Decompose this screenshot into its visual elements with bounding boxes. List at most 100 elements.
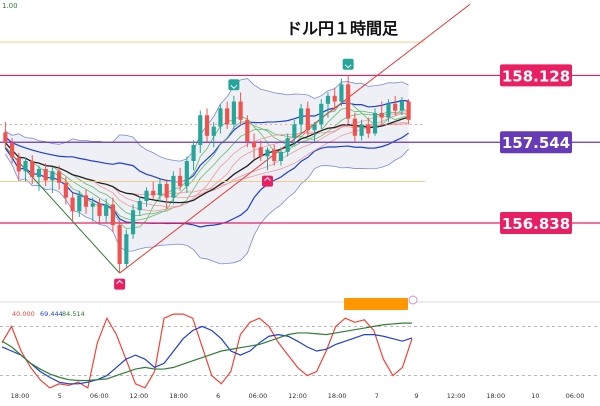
candle-body — [97, 203, 102, 216]
candle-body — [157, 183, 163, 196]
candle-body — [366, 124, 371, 134]
candle-body — [406, 101, 411, 120]
candle-body — [231, 101, 236, 125]
candle-body — [9, 142, 15, 158]
x-tick-label: 18:00 — [328, 392, 347, 400]
candle-body — [238, 101, 243, 120]
x-tick-label: 06:00 — [248, 392, 267, 400]
candle-body — [251, 141, 257, 148]
candle-body — [77, 195, 82, 212]
high-label-box — [500, 64, 572, 87]
x-tick-label: 5 — [58, 392, 62, 400]
candle-body — [299, 108, 304, 125]
candle-body — [245, 119, 250, 142]
high-label-text: 158.128 — [502, 67, 570, 85]
candle-body — [319, 103, 324, 125]
partial-price-badge — [344, 295, 418, 310]
candle-body — [386, 103, 391, 118]
pivot-markers — [114, 58, 354, 290]
candle-body — [63, 182, 68, 198]
time-axis: 18:00 5 06:00 12:00 18:00 6 06:00 12:00 18:00 7 9 1… — [11, 392, 585, 400]
candle-body — [130, 210, 136, 235]
candle-body — [70, 197, 75, 212]
current-label-box — [500, 131, 572, 154]
x-tick-label: 06:00 — [90, 392, 109, 400]
x-tick-label: 10 — [531, 392, 539, 400]
candle-body — [30, 161, 35, 178]
candle-body — [305, 108, 310, 131]
current-price-label: 157.544 — [500, 131, 572, 154]
candle-body — [198, 115, 203, 145]
low-label-text: 156.838 — [502, 215, 570, 233]
low-pivot-marker-arrow-icon — [116, 279, 123, 284]
x-tick-label: 18:00 — [486, 392, 505, 400]
candle-body — [211, 126, 216, 136]
candle-body — [258, 147, 263, 157]
x-tick-label: 9 — [414, 392, 418, 400]
candle-body — [124, 234, 129, 264]
moving-average-ribbon — [4, 100, 409, 230]
ma-center-line — [4, 116, 409, 204]
lightning-icon — [408, 295, 418, 305]
candle-body — [285, 138, 290, 152]
x-tick-label: 12:00 — [288, 392, 307, 400]
current-label-text: 157.544 — [502, 134, 570, 152]
candle-body — [36, 169, 42, 178]
candle-body — [218, 108, 223, 127]
candle-body — [379, 112, 384, 118]
candle-body — [346, 84, 351, 119]
oscillator-line-0 — [1, 313, 413, 389]
x-tick-label: 12:00 — [447, 392, 466, 400]
candle-body — [104, 204, 109, 216]
low-pivot-marker — [114, 278, 126, 290]
candle-body — [265, 149, 270, 157]
candlesticks — [3, 3, 471, 274]
x-tick-label: 18:00 — [169, 392, 188, 400]
candle-body — [43, 169, 48, 181]
x-tick-label: 6 — [216, 392, 220, 400]
x-tick-label: 12:00 — [130, 392, 149, 400]
candle-body — [332, 95, 337, 102]
oscillator-line-1 — [1, 325, 413, 385]
candle-body — [278, 151, 284, 162]
low-pivot-marker-arrow-icon — [264, 176, 271, 182]
price-labels: 158.128 157.544 156.838 — [500, 64, 572, 235]
x-tick-label: 06:00 — [566, 392, 585, 400]
partial-price-badge-box — [344, 298, 408, 310]
corner-value: 1.00 — [2, 2, 18, 10]
candle-body — [204, 115, 210, 136]
candle-body — [372, 112, 378, 134]
oscillator-value-1: 69.444 — [40, 310, 63, 318]
chart-title: ドル円１時間足 — [286, 19, 399, 38]
candle-body — [312, 124, 317, 131]
high-pivot-marker — [342, 58, 354, 70]
candle-body — [110, 204, 115, 226]
oscillator-value-0: 40.000 — [12, 310, 35, 318]
high-pivot-marker-arrow-icon — [230, 84, 238, 90]
oscillator-pane: 40.000 69.444 84.514 — [0, 295, 600, 389]
candle-body — [191, 144, 196, 162]
candle-body — [359, 124, 364, 136]
candle-body — [171, 175, 176, 198]
candle-body — [399, 101, 405, 111]
x-tick-label: 18:00 — [11, 392, 30, 400]
high-price-label: 158.128 — [500, 64, 572, 87]
candle-body — [178, 175, 183, 187]
candle-body — [393, 103, 398, 111]
candle-body — [90, 203, 95, 207]
candle-body — [292, 124, 297, 139]
low-price-label: 156.838 — [500, 212, 572, 235]
candle-body — [83, 195, 89, 207]
oscillator-line-2 — [1, 322, 412, 382]
candle-body — [57, 171, 62, 183]
candle-body — [3, 132, 8, 143]
low-pivot-marker — [261, 175, 273, 187]
high-pivot-marker-arrow-icon — [344, 64, 352, 69]
high-pivot-marker — [228, 79, 240, 91]
candle-body — [50, 171, 55, 181]
candle-body — [184, 161, 189, 187]
candle-body — [16, 157, 21, 172]
candle-body — [137, 201, 142, 211]
